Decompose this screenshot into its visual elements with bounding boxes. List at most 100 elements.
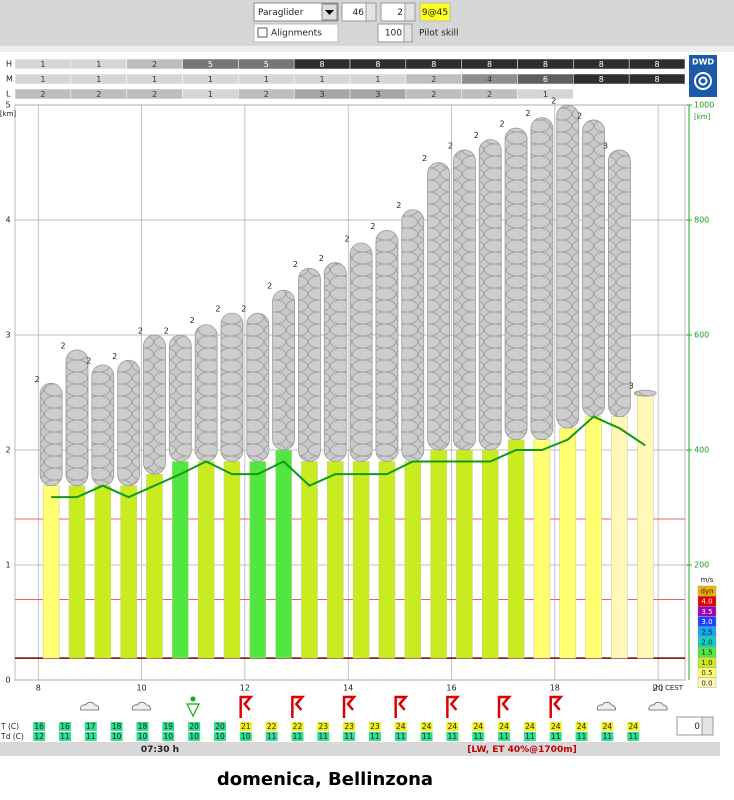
cloud-label: 2 <box>112 352 117 361</box>
t-value: 18 <box>138 722 148 731</box>
cloud-label: 2 <box>422 154 427 163</box>
cloud-label: 2 <box>267 282 272 291</box>
td-value: 11 <box>86 732 96 741</box>
layer-cell <box>628 73 686 85</box>
mode-dropdown[interactable] <box>253 2 339 22</box>
td-value: 11 <box>628 732 638 741</box>
cloud-column <box>194 324 218 462</box>
td-value: 10 <box>241 732 251 741</box>
x-tick-label: 16 <box>446 684 456 693</box>
td-value: 11 <box>551 732 561 741</box>
y2-tick-label: 800 <box>694 216 709 225</box>
checkbox[interactable] <box>257 27 268 38</box>
spinner-buttons[interactable] <box>701 716 714 736</box>
cloud-label: 2 <box>241 305 246 314</box>
cloud-column <box>607 149 631 418</box>
cloud-label: 2 <box>293 260 298 269</box>
td-cell <box>446 732 459 741</box>
t-value: 21 <box>241 722 251 731</box>
td-cell <box>291 732 304 741</box>
td-cell <box>549 732 562 741</box>
cloud-column <box>168 334 192 462</box>
td-cell <box>575 732 588 741</box>
layer-value: 1 <box>96 60 101 69</box>
layer-label: M <box>6 75 13 84</box>
t-cell <box>265 722 278 731</box>
td-value: 10 <box>189 732 199 741</box>
t-cell <box>627 722 640 731</box>
thermal-dot <box>190 696 196 702</box>
lift-bar <box>146 473 163 659</box>
t-value: 20 <box>189 722 199 731</box>
td-value: 10 <box>138 732 148 741</box>
y2-tick-label: 1000 <box>694 101 714 110</box>
spinner-buttons[interactable] <box>404 2 416 22</box>
layer-value: 4 <box>487 75 492 84</box>
alignments-toggle[interactable] <box>253 23 339 43</box>
flag-icon <box>342 695 357 718</box>
cloud-label: 2 <box>551 97 556 106</box>
t-cell <box>188 722 201 731</box>
flag-icon <box>291 695 306 718</box>
status-bar <box>0 742 720 756</box>
lift-bar <box>611 416 628 659</box>
cloud-column <box>91 364 115 487</box>
checkbox-label: Alignments <box>271 29 322 39</box>
cloud-column <box>39 382 63 487</box>
spinner-buttons[interactable] <box>403 23 413 43</box>
x-tick-label: 8 <box>36 684 41 693</box>
layer-value: 5 <box>208 60 213 69</box>
t-value: 24 <box>628 722 638 731</box>
lift-bar <box>636 394 654 659</box>
td-value: 10 <box>164 732 174 741</box>
arrow-icon <box>325 10 334 15</box>
td-cell <box>188 732 201 741</box>
badge-text: 9@45 <box>422 8 448 18</box>
cloud-label: 2 <box>60 341 65 350</box>
lift-bar <box>404 461 422 659</box>
cloud-label: 3 <box>629 382 634 391</box>
spinner-buttons[interactable] <box>365 2 377 22</box>
t-value: 23 <box>319 722 329 731</box>
cloud-column <box>143 334 166 475</box>
t-cell <box>394 722 407 731</box>
t-cell <box>498 722 511 731</box>
td-cell <box>627 732 640 741</box>
cloud-column <box>65 349 89 487</box>
td-value: 11 <box>319 732 329 741</box>
layer-label: H <box>6 60 12 69</box>
td-cell <box>136 732 149 741</box>
t-cell <box>601 722 614 731</box>
t-cell <box>343 722 356 731</box>
layer-value: 8 <box>543 60 548 69</box>
layer-value: 1 <box>40 75 45 84</box>
logo-swirl <box>698 76 708 86</box>
cloud-label: 2 <box>345 235 350 244</box>
td-cell <box>523 732 536 741</box>
layer-value: 2 <box>96 90 101 99</box>
legend-label: dyn <box>700 588 713 596</box>
y-tick-label: 2 <box>5 446 10 455</box>
t-cell <box>523 722 536 731</box>
lift-bar <box>456 449 473 659</box>
layer-value: 2 <box>264 90 269 99</box>
skill-label: Pilot skill <box>419 29 459 39</box>
logo-swirl <box>694 72 712 90</box>
cloud-label: 2 <box>190 316 195 325</box>
cloud-label: 2 <box>577 111 582 120</box>
layer-cell <box>517 88 574 100</box>
flag-icon <box>446 695 461 718</box>
mode-text: Paraglider <box>258 8 304 18</box>
t-value: 24 <box>499 722 509 731</box>
legend-label: 1.0 <box>701 659 712 667</box>
cloud-column <box>582 119 605 418</box>
td-cell <box>317 732 330 741</box>
lift-bar <box>430 449 447 659</box>
y-tick-label: 0 <box>5 676 10 685</box>
cloud-label: 2 <box>448 141 453 150</box>
lift-bar <box>482 449 499 659</box>
lift-bar <box>301 461 318 659</box>
lift-bar <box>378 461 396 659</box>
